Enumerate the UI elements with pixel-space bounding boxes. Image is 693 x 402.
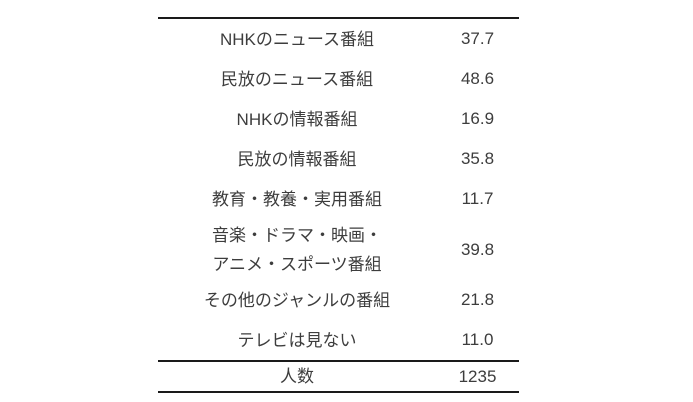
- table-row: 民放のニュース番組 48.6: [158, 59, 519, 99]
- summary-label: 人数: [280, 367, 314, 386]
- survey-results-table: NHKのニュース番組 37.7 民放のニュース番組 48.6 NHKの情報番組 …: [158, 17, 519, 393]
- row-value: 16.9: [460, 109, 495, 128]
- row-label: NHKのニュース番組: [219, 29, 375, 49]
- row-value: 21.8: [460, 290, 495, 309]
- table-row: その他のジャンルの番組 21.8: [158, 280, 519, 320]
- table-row: テレビは見ない 11.0: [158, 320, 519, 360]
- row-label: テレビは見ない: [237, 330, 357, 350]
- table-row: 民放の情報番組 35.8: [158, 139, 519, 179]
- row-label: 音楽・ドラマ・映画・ アニメ・スポーツ番組: [212, 225, 382, 274]
- table-row: 音楽・ドラマ・映画・ アニメ・スポーツ番組 39.8: [158, 219, 519, 280]
- row-label: NHKの情報番組: [236, 109, 358, 129]
- row-value: 11.0: [461, 330, 494, 349]
- row-label: 民放の情報番組: [237, 149, 357, 169]
- row-label: その他のジャンルの番組: [203, 290, 391, 310]
- row-value: 39.8: [460, 239, 495, 259]
- row-label: 教育・教養・実用番組: [212, 189, 382, 209]
- table-body: NHKのニュース番組 37.7 民放のニュース番組 48.6 NHKの情報番組 …: [158, 19, 519, 362]
- summary-value: 1235: [458, 366, 497, 386]
- row-value: 35.8: [460, 149, 495, 168]
- table-summary-row: 人数 1235: [158, 362, 519, 393]
- table-row: NHKのニュース番組 37.7: [158, 19, 519, 59]
- row-value: 48.6: [460, 69, 495, 88]
- row-label: 民放のニュース番組: [220, 69, 374, 89]
- row-value: 11.7: [461, 189, 494, 208]
- table-row: NHKの情報番組 16.9: [158, 99, 519, 139]
- row-value: 37.7: [460, 29, 495, 48]
- table-row: 教育・教養・実用番組 11.7: [158, 179, 519, 219]
